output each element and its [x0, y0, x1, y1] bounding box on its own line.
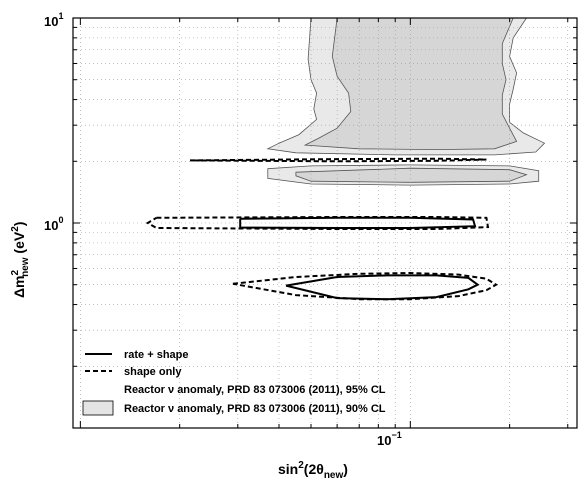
grid-lines: [73, 18, 577, 428]
legend-label-shape-only: shape only: [124, 366, 182, 378]
shape-only-contour-0: [145, 216, 490, 230]
shape-only-contour-1: [232, 271, 499, 301]
reactor-90cl-contour-0: [303, 17, 518, 151]
x-axis-label: sin2(2θnew): [278, 460, 348, 481]
legend-swatch-reactor-90cl: [82, 400, 114, 416]
y-tick-label-1: 100: [44, 215, 63, 233]
reactor-90cl-contour-1: [295, 167, 528, 183]
legend-label-rate-shape: rate + shape: [124, 349, 189, 361]
legend-label-reactor-90cl: Reactor ν anomaly, PRD 83 073006 (2011),…: [124, 403, 386, 415]
axis-ticks: [73, 17, 577, 429]
y-axis-label: Δm2new (eV2): [10, 222, 31, 298]
shape-only-contour-2: [189, 157, 487, 163]
x-tick-label-0.1: 10−1: [377, 430, 402, 448]
legend-label-reactor-95cl: Reactor ν anomaly, PRD 83 073006 (2011),…: [124, 384, 386, 396]
legend: rate + shape shape only Reactor ν anomal…: [82, 349, 386, 416]
exclusion-contours: [145, 157, 499, 301]
reactor-anomaly-90cl-region: [295, 17, 528, 183]
y-tick-label-10: 101: [44, 11, 63, 29]
